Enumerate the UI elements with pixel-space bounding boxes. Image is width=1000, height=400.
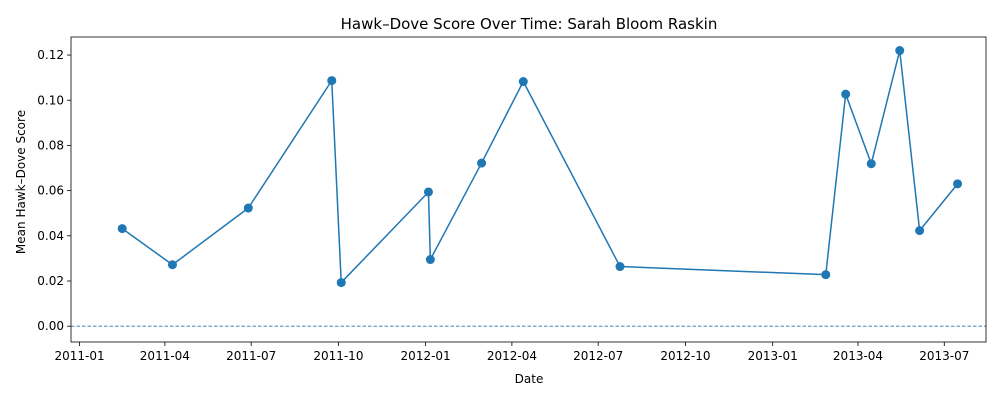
x-tick-label: 2013-01 (748, 349, 798, 363)
x-tick-label: 2012-04 (487, 349, 537, 363)
y-tick-label: 0.10 (37, 93, 64, 107)
data-point (895, 46, 905, 56)
series-line (121, 49, 959, 284)
y-axis-label: Mean Hawk–Dove Score (14, 110, 28, 254)
data-point (518, 77, 528, 87)
x-tick-label: 2011-07 (226, 349, 276, 363)
x-tick-label: 2013-04 (833, 349, 883, 363)
y-tick-label: 0.00 (37, 319, 64, 333)
data-point (336, 278, 346, 288)
data-point (425, 255, 435, 265)
x-tick-label: 2012-10 (660, 349, 710, 363)
y-axis: 0.00 0.02 0.04 0.06 0.08 0.10 0.12 (37, 48, 71, 333)
data-point (167, 260, 177, 270)
x-tick-label: 2011-10 (313, 349, 363, 363)
data-point (915, 226, 925, 236)
y-tick-label: 0.06 (37, 184, 64, 198)
x-axis: 2011-01 2011-04 2011-07 2011-10 2012-01 2012-… (54, 342, 969, 363)
data-point (423, 187, 433, 197)
y-tick-label: 0.08 (37, 138, 64, 152)
data-point (477, 158, 487, 168)
data-point (243, 203, 253, 213)
data-point (821, 270, 831, 280)
x-tick-label: 2011-04 (140, 349, 190, 363)
x-tick-label: 2012-01 (401, 349, 451, 363)
data-point (866, 159, 876, 169)
x-tick-label: 2011-01 (54, 349, 104, 363)
data-point (841, 89, 851, 99)
x-tick-label: 2012-07 (573, 349, 623, 363)
x-axis-label: Date (515, 372, 544, 386)
data-point (615, 262, 625, 272)
chart-title: Hawk–Dove Score Over Time: Sarah Bloom R… (341, 15, 718, 33)
y-tick-label: 0.04 (37, 229, 64, 243)
data-point (117, 224, 127, 234)
data-point (953, 179, 963, 189)
y-tick-label: 0.02 (37, 274, 64, 288)
x-tick-label: 2013-07 (919, 349, 969, 363)
plot-frame (70, 36, 987, 343)
y-tick-label: 0.12 (37, 48, 64, 62)
plot-area (71, 46, 986, 327)
data-point (327, 76, 337, 86)
